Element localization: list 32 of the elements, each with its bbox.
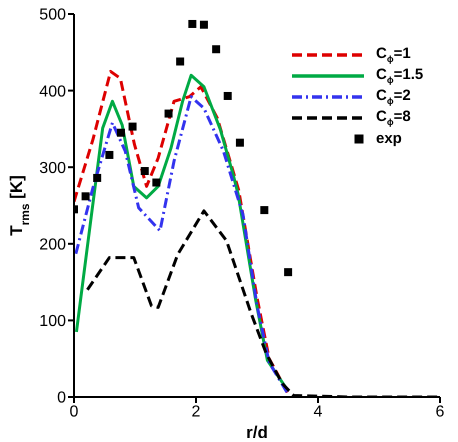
y-tick-label: 400 xyxy=(39,83,66,100)
point xyxy=(140,167,149,176)
point xyxy=(200,20,208,29)
point xyxy=(82,192,90,200)
y-tick-label: 0 xyxy=(57,390,66,407)
y-tick-label: 100 xyxy=(39,313,66,330)
point xyxy=(260,206,268,214)
point xyxy=(128,122,137,131)
point xyxy=(236,138,244,147)
point xyxy=(164,110,173,118)
x-tick-label: 0 xyxy=(70,403,79,420)
point xyxy=(116,128,125,137)
point xyxy=(93,174,102,182)
point xyxy=(212,45,220,54)
point xyxy=(188,20,196,28)
x-tick-label: 6 xyxy=(436,403,445,420)
point xyxy=(152,178,160,187)
legend-label: C$_{ϕ}$=1 xyxy=(376,44,411,64)
legend-label: C$_{ϕ}$=2 xyxy=(376,86,411,106)
legend-label: exp xyxy=(376,130,402,147)
x-tick-label: 2 xyxy=(192,403,201,420)
legend-label: C$_{ϕ}$=1.5 xyxy=(376,66,424,84)
x-tick-label: 4 xyxy=(314,403,323,420)
legend-label: C$_{ϕ}$=8 xyxy=(376,108,411,126)
point xyxy=(176,57,184,66)
x-axis-title: r/d xyxy=(246,423,268,442)
point xyxy=(105,150,114,159)
y-tick-label: 200 xyxy=(39,236,66,254)
y-tick-label: 300 xyxy=(39,160,66,177)
y-tick-label: 500 xyxy=(39,6,66,24)
point xyxy=(284,268,292,276)
point xyxy=(224,92,232,100)
